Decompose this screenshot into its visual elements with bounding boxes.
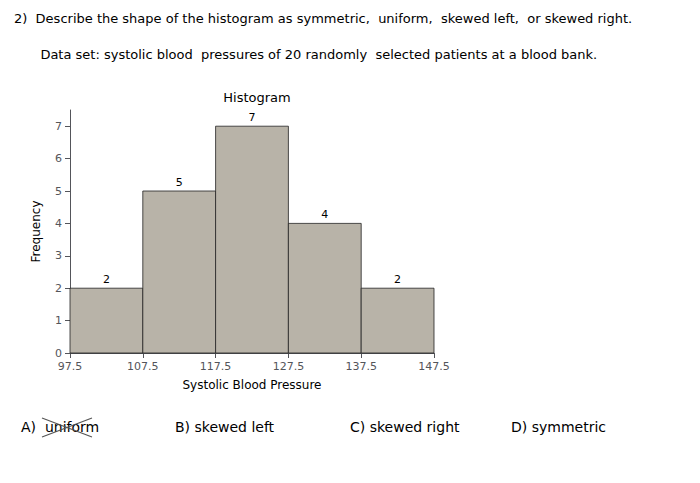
svg-text:A) uniform: A) uniform: [21, 419, 99, 435]
svg-text:1: 1: [55, 314, 62, 327]
svg-text:2: 2: [394, 273, 401, 286]
svg-text:4: 4: [321, 208, 328, 221]
svg-text:2) Describe the shape of the: 2) Describe the shape of the histogram a…: [14, 11, 632, 26]
svg-text:C) skewed right: C) skewed right: [350, 419, 460, 435]
svg-text:97.5: 97.5: [58, 360, 83, 373]
svg-text:127.5: 127.5: [273, 360, 305, 373]
svg-text:2: 2: [55, 282, 62, 295]
svg-text:147.5: 147.5: [418, 360, 450, 373]
svg-text:Systolic Blood Pressure: Systolic Blood Pressure: [182, 378, 321, 392]
svg-text:5: 5: [176, 176, 183, 189]
svg-text:0: 0: [55, 347, 62, 360]
svg-text:B) skewed left: B) skewed left: [175, 419, 275, 435]
svg-text:4: 4: [55, 217, 62, 230]
svg-text:137.5: 137.5: [345, 360, 377, 373]
svg-text:Frequency: Frequency: [29, 201, 43, 263]
svg-text:5: 5: [55, 185, 62, 198]
svg-text:3: 3: [55, 249, 62, 262]
svg-text:6: 6: [55, 152, 62, 165]
svg-text:107.5: 107.5: [127, 360, 159, 373]
svg-text:Data set: systolic blood pres: Data set: systolic blood pressures of 20…: [28, 47, 597, 62]
svg-text:117.5: 117.5: [200, 360, 232, 373]
svg-text:7: 7: [55, 120, 62, 133]
svg-text:Histogram: Histogram: [223, 90, 290, 105]
svg-text:D) symmetric: D) symmetric: [511, 419, 606, 435]
svg-text:7: 7: [249, 111, 256, 124]
svg-text:2: 2: [103, 273, 110, 286]
